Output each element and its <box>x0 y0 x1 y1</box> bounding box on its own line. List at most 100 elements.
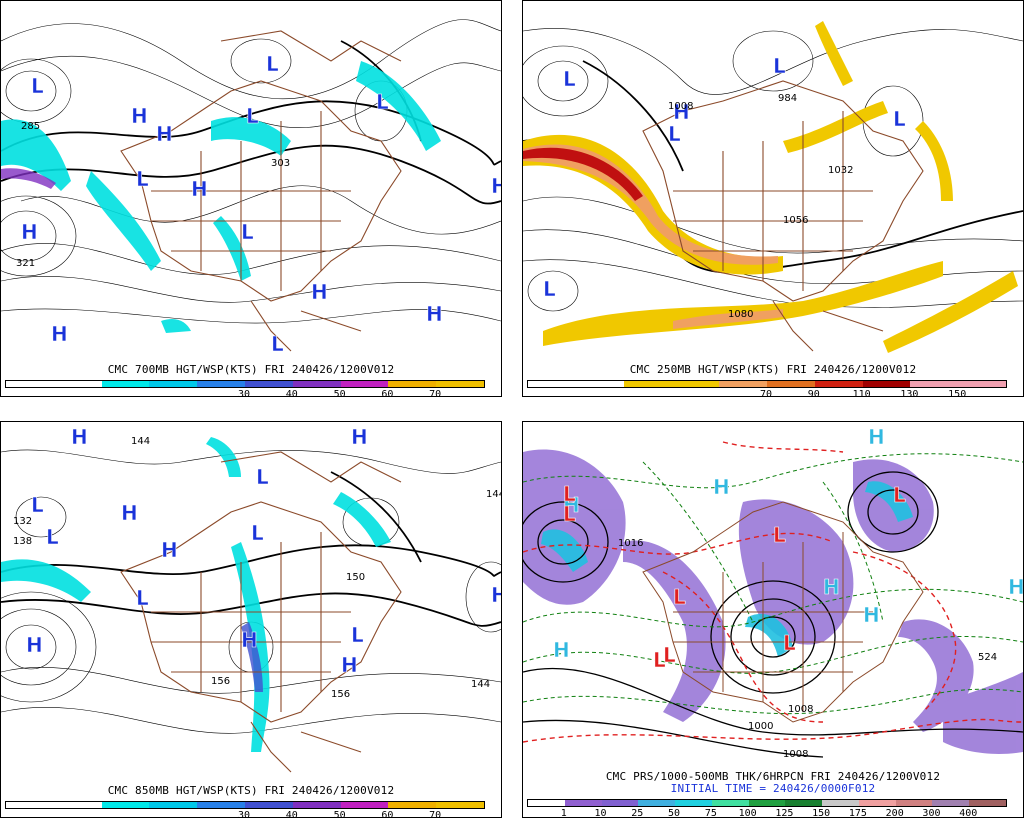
colorbar-segment <box>53 381 102 387</box>
panel-caption: CMC 850MB HGT/WSP(KTS) FRI 240426/1200V0… <box>107 784 395 797</box>
colorbar-tick-label: 200 <box>885 808 904 818</box>
colorbar-segment <box>858 800 896 806</box>
low-pressure-symbol: L <box>773 54 786 78</box>
contour-label: 144 <box>471 679 490 690</box>
high-pressure-symbol: H <box>131 104 148 128</box>
colorbar-tick-label: 60 <box>381 389 394 397</box>
low-pressure-symbol: L <box>893 483 906 507</box>
low-pressure-symbol: L <box>246 104 259 128</box>
colorbar-tick-label: 70 <box>429 389 442 397</box>
low-pressure-symbol: L <box>31 74 44 98</box>
high-pressure-symbol: H <box>713 475 730 499</box>
panel-caption: CMC PRS/1000-500MB THK/6HRPCN FRI 240426… <box>605 770 941 783</box>
high-pressure-symbol: H <box>351 425 368 449</box>
panel-caption: CMC 250MB HGT/WSP(KTS) FRI 240426/1200V0… <box>629 363 917 376</box>
colorbar-tick-label: 130 <box>900 389 919 397</box>
contour-label: 1000 <box>748 721 773 732</box>
contour-label: 303 <box>271 158 290 169</box>
colorbar-segment <box>528 800 565 806</box>
colorbar-tick-label: 70 <box>429 810 442 818</box>
colorbar-tick-label: 150 <box>948 389 967 397</box>
colorbar-segment <box>958 381 1006 387</box>
panel-850mb: HLLHHLLHLHLHHH144132138150144156156144 C… <box>0 421 502 818</box>
colorbar-segment <box>197 381 245 387</box>
colorbar-segment <box>785 800 823 806</box>
high-pressure-symbol: H <box>823 575 840 599</box>
low-pressure-symbol: L <box>563 502 576 526</box>
initial-time-caption: INITIAL TIME = 240426/0000F012 <box>670 782 876 795</box>
contour-label: 150 <box>346 572 365 583</box>
contour-label: 138 <box>13 536 32 547</box>
colorbar-segment <box>292 802 341 808</box>
map-700mb-svg: LHHLHLLHLHHLHLH285321303 <box>1 19 501 356</box>
panel-caption: CMC 700MB HGT/WSP(KTS) FRI 240426/1200V0… <box>107 363 395 376</box>
low-pressure-symbol: L <box>136 167 149 191</box>
low-pressure-symbol: L <box>376 90 389 114</box>
colorbar-tick-label: 100 <box>738 808 757 818</box>
colorbar-segment <box>910 381 959 387</box>
contour-label: 1056 <box>783 215 808 226</box>
high-pressure-symbol: H <box>426 302 443 326</box>
colorbar-segment <box>340 381 389 387</box>
colorbar-segment <box>244 381 293 387</box>
panel-250mb: L L H L L L 1008 984 1032 1056 1080 CMC 250MB HGT/… <box>522 0 1024 397</box>
colorbar-segment <box>766 381 815 387</box>
low-pressure-symbol: L <box>251 521 264 545</box>
colorbar-tick-label: 50 <box>333 389 346 397</box>
contour-label: 321 <box>16 258 35 269</box>
colorbar-segment <box>149 802 198 808</box>
colorbar-tick-label: 125 <box>775 808 794 818</box>
contour-label: 144 <box>131 436 150 447</box>
contour-label: 1080 <box>728 309 753 320</box>
high-pressure-symbol: H <box>156 122 173 146</box>
high-pressure-symbol: H <box>491 583 501 607</box>
high-pressure-symbol: H <box>311 280 328 304</box>
high-pressure-symbol: H <box>241 628 258 652</box>
map-250mb: L L H L L L 1008 984 1032 1056 1080 <box>523 1 1023 357</box>
map-700mb: LHHLHLLHLHHLHLH285321303 <box>1 1 501 357</box>
colorbar-segment <box>711 800 749 806</box>
high-pressure-symbol: H <box>51 322 68 346</box>
map-850mb-svg: HLLHHLLHLHLHHH144132138150144156156144 <box>1 425 501 773</box>
colorbar-tick-label: 30 <box>237 389 251 397</box>
contour-label: 156 <box>211 676 230 687</box>
low-pressure-symbol: L <box>783 631 796 655</box>
colorbar-segment <box>969 800 1006 806</box>
low-pressure-symbol: L <box>543 277 556 301</box>
low-pressure-symbol: L <box>136 586 149 610</box>
colorbar-ticks: 70 90 110 130 150 <box>527 389 1005 397</box>
colorbar-segment <box>822 800 859 806</box>
high-pressure-symbol: H <box>868 425 885 449</box>
high-pressure-symbol: H <box>563 493 580 517</box>
map-prs-thk-svg: HLLLHLHLLLHLHHH1016100810001008524 <box>523 425 1023 760</box>
colorbar <box>527 799 1007 807</box>
low-pressure-symbol: L <box>241 220 254 244</box>
low-pressure-symbol: L <box>773 523 786 547</box>
contour-label: 156 <box>331 689 350 700</box>
colorbar-tick-label: 40 <box>285 810 298 818</box>
map-prs-thk: HLLLHLHLLLHLHHH1016100810001008524 <box>523 422 1023 770</box>
colorbar-tick-label: 110 <box>852 389 871 397</box>
colorbar-segment <box>675 800 712 806</box>
colorbar-segment <box>895 800 933 806</box>
contour-label: 1016 <box>618 538 643 549</box>
colorbar-tick-label: 70 <box>759 389 773 397</box>
colorbar-segment <box>6 381 54 387</box>
colorbar-tick-label: 175 <box>848 808 867 818</box>
low-pressure-symbol: L <box>46 525 59 549</box>
colorbar-segment <box>292 381 341 387</box>
contour-label: 1008 <box>783 749 808 760</box>
colorbar-segment <box>932 800 970 806</box>
panel-700mb: LHHLHLLHLHHLHLH285321303 CMC 700MB HGT/W… <box>0 0 502 397</box>
low-pressure-symbol: L <box>563 482 576 506</box>
colorbar-tick-label: 400 <box>959 808 978 818</box>
colorbar-tick-label: 30 <box>237 810 251 818</box>
colorbar-tick-label: 90 <box>807 389 820 397</box>
colorbar-segment <box>671 381 720 387</box>
map-850mb: HLLHHLLHLHLHHH144132138150144156156144 <box>1 422 501 778</box>
colorbar-ticks: 30 40 50 60 70 <box>5 389 483 397</box>
contour-label: 1008 <box>788 704 813 715</box>
colorbar-segment <box>623 381 672 387</box>
contour-label: 285 <box>21 121 40 132</box>
colorbar-segment <box>101 802 150 808</box>
